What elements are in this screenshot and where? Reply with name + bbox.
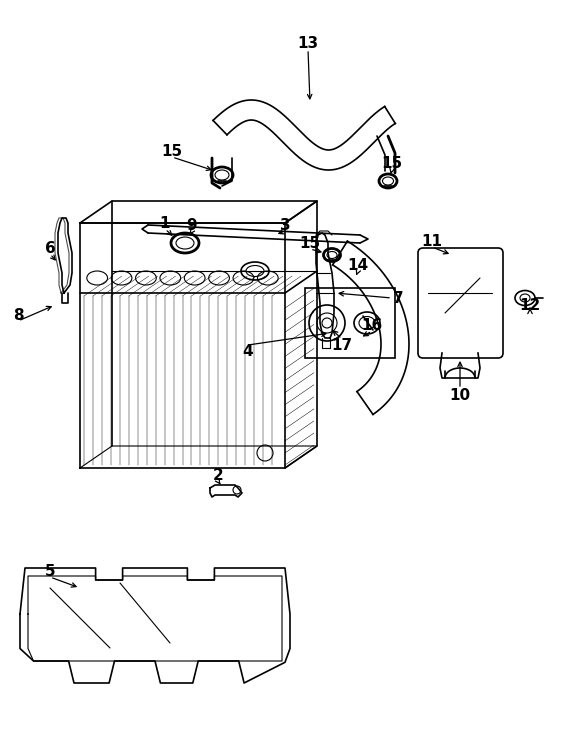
Text: 15: 15 [299, 236, 321, 251]
Text: 7: 7 [393, 291, 403, 306]
Text: 6: 6 [45, 240, 55, 255]
Text: 2: 2 [212, 468, 224, 483]
Text: 13: 13 [298, 35, 319, 50]
Text: 11: 11 [421, 233, 443, 248]
Text: 15: 15 [161, 144, 183, 158]
Text: 15: 15 [382, 156, 403, 170]
Text: 12: 12 [519, 297, 541, 312]
Text: 9: 9 [187, 218, 197, 233]
Text: 17: 17 [332, 337, 353, 352]
Bar [305, 288, 395, 358]
Text: 1: 1 [160, 215, 170, 230]
Text: 4: 4 [242, 343, 254, 358]
Text: 8: 8 [13, 307, 23, 322]
Text: 14: 14 [348, 258, 369, 273]
Text: 10: 10 [450, 388, 471, 403]
Text: 3: 3 [279, 218, 291, 233]
Text: 5: 5 [45, 563, 55, 578]
Text: 16: 16 [362, 318, 383, 333]
